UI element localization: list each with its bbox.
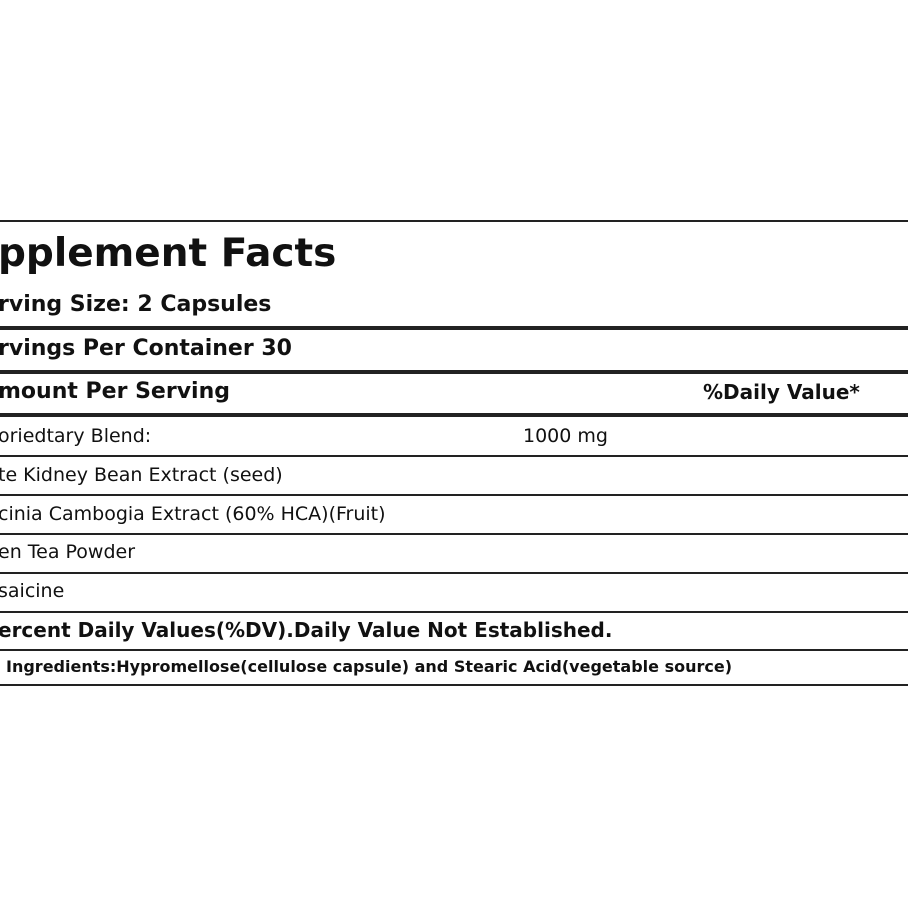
daily-value-header: %Daily Value* [703, 380, 860, 404]
amount-header: mount Per Serving [0, 379, 230, 404]
ingredient: te Kidney Bean Extract (seed) [0, 464, 283, 486]
ingredient: saicine [0, 580, 65, 602]
rule [0, 370, 908, 374]
blend-amount: 1000 mg [523, 425, 608, 447]
blend-name: oriedtary Blend: [0, 425, 152, 447]
other-ingredients: Ingredients:Hypromellose(cellulose capsu… [6, 657, 733, 676]
title: pplement Facts [0, 231, 337, 276]
rule [0, 494, 908, 496]
rule [0, 611, 908, 613]
serving-size: rving Size: 2 Capsules [0, 292, 272, 317]
ingredient: cinia Cambogia Extract (60% HCA)(Fruit) [0, 503, 386, 525]
rule [0, 413, 908, 417]
servings-per-container: rvings Per Container 30 [0, 336, 292, 361]
rule [0, 533, 908, 535]
rule [0, 455, 908, 457]
rule [0, 326, 908, 330]
footnote: ercent Daily Values(%DV).Daily Value Not… [0, 618, 613, 642]
rule [0, 572, 908, 574]
rule [0, 649, 908, 651]
rule [0, 220, 908, 222]
rule [0, 684, 908, 686]
ingredient: en Tea Powder [0, 541, 136, 563]
